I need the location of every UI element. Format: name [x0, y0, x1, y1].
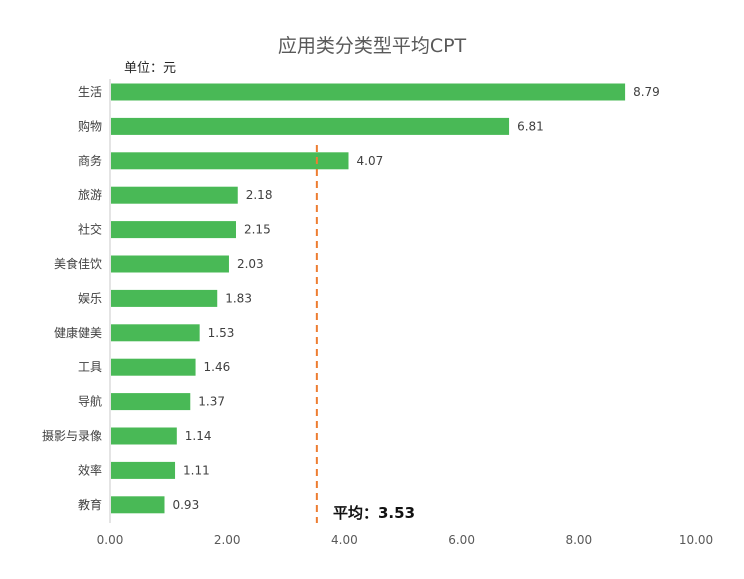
value-label: 0.93 [172, 498, 199, 512]
category-label: 旅游 [78, 188, 102, 202]
value-label: 1.83 [225, 291, 252, 305]
bar-8 [111, 358, 196, 376]
x-tick-label: 8.00 [565, 533, 592, 547]
category-label: 教育 [78, 497, 102, 512]
x-tick-label: 0.00 [97, 533, 124, 547]
bar-12 [111, 496, 165, 514]
value-label: 2.15 [244, 223, 271, 237]
category-label: 工具 [78, 360, 102, 374]
bar-4 [111, 221, 236, 239]
x-tick-label: 2.00 [214, 533, 241, 547]
category-label: 生活 [78, 85, 102, 99]
bar-1 [111, 117, 510, 135]
x-tick-label: 10.00 [679, 533, 713, 547]
value-label: 6.81 [517, 119, 544, 133]
bar-0 [111, 83, 626, 101]
bars-group: 生活 8.79 购物 6.81 商务 4.07 旅游 2.18 社交 2.15 美食佳饮 2.03 娱乐… [42, 83, 660, 514]
bar-9 [111, 393, 191, 411]
value-label: 1.53 [208, 326, 235, 340]
category-label: 商务 [78, 153, 102, 168]
bar-6 [111, 289, 218, 307]
bar-2 [111, 152, 349, 170]
bar-7 [111, 324, 200, 342]
value-label: 1.11 [183, 463, 210, 477]
value-label: 8.79 [633, 85, 660, 99]
category-label: 娱乐 [78, 291, 102, 305]
chart-title: 应用类分类型平均CPT [278, 35, 467, 57]
unit-label: 单位：元 [124, 61, 176, 76]
value-label: 1.37 [198, 395, 225, 409]
bar-3 [111, 186, 238, 204]
x-tick-label: 6.00 [448, 533, 475, 547]
bar-10 [111, 427, 177, 445]
x-axis-ticks: 0.00 2.00 4.00 6.00 8.00 10.00 [97, 533, 714, 547]
value-label: 1.14 [185, 429, 212, 443]
value-label: 1.46 [204, 360, 231, 374]
category-label: 社交 [78, 222, 102, 237]
average-label: 平均：3.53 [333, 504, 415, 522]
category-label: 效率 [78, 462, 102, 477]
category-label: 美食佳饮 [54, 256, 102, 271]
category-label: 购物 [78, 118, 102, 133]
category-label: 导航 [78, 394, 102, 409]
value-label: 2.03 [237, 257, 264, 271]
value-label: 2.18 [246, 188, 273, 202]
value-label: 4.07 [357, 154, 384, 168]
x-tick-label: 4.00 [331, 533, 358, 547]
category-label: 摄影与录像 [42, 428, 102, 443]
bar-11 [111, 461, 176, 479]
category-label: 健康健美 [54, 325, 102, 340]
bar-5 [111, 255, 229, 273]
